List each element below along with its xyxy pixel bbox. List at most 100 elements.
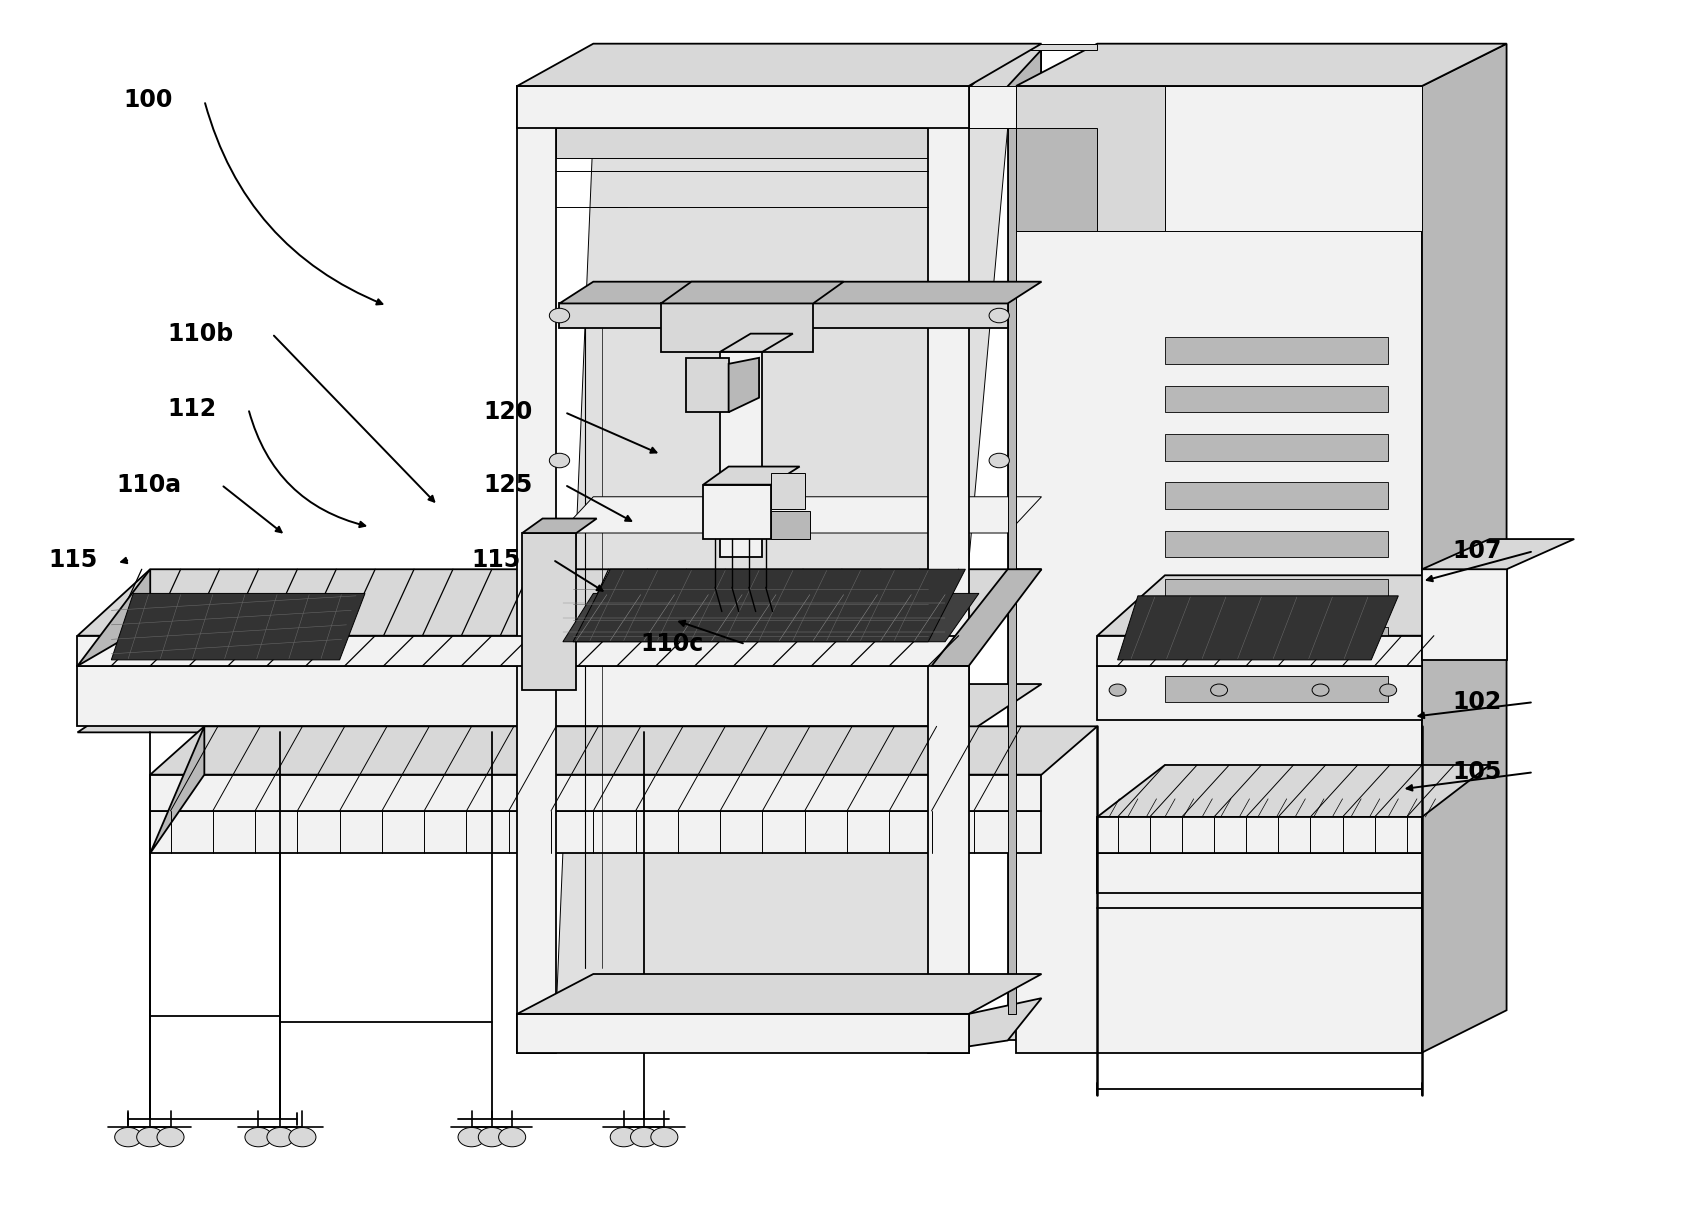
Circle shape	[610, 1127, 637, 1147]
Circle shape	[268, 1127, 295, 1147]
Text: 110c: 110c	[640, 632, 705, 656]
Polygon shape	[1118, 596, 1398, 660]
Polygon shape	[112, 593, 364, 660]
Polygon shape	[1016, 86, 1421, 231]
Polygon shape	[1421, 44, 1506, 1052]
Circle shape	[1110, 684, 1127, 696]
Circle shape	[115, 1127, 142, 1147]
Polygon shape	[771, 511, 810, 539]
Polygon shape	[1421, 539, 1574, 569]
Polygon shape	[517, 50, 627, 128]
Polygon shape	[1165, 676, 1387, 702]
Polygon shape	[556, 128, 928, 159]
Polygon shape	[703, 484, 771, 539]
Polygon shape	[151, 727, 205, 854]
Polygon shape	[593, 50, 627, 1040]
Polygon shape	[928, 998, 1042, 1052]
Polygon shape	[928, 50, 1042, 128]
Polygon shape	[151, 811, 1042, 854]
Polygon shape	[517, 998, 627, 1052]
Text: 125: 125	[483, 472, 532, 497]
Text: 110a: 110a	[117, 472, 181, 497]
Polygon shape	[517, 86, 969, 128]
Polygon shape	[771, 472, 805, 509]
Circle shape	[650, 1127, 678, 1147]
Circle shape	[989, 309, 1010, 323]
Polygon shape	[1098, 817, 1421, 854]
Polygon shape	[1098, 636, 1421, 666]
Circle shape	[549, 309, 569, 323]
Polygon shape	[1098, 575, 1489, 636]
Text: 107: 107	[1452, 539, 1503, 563]
Text: 105: 105	[1452, 761, 1503, 785]
Polygon shape	[661, 304, 813, 351]
Polygon shape	[1016, 86, 1421, 1052]
Polygon shape	[1165, 530, 1387, 557]
Polygon shape	[1165, 579, 1387, 606]
Text: 115: 115	[49, 547, 98, 572]
Circle shape	[290, 1127, 317, 1147]
Polygon shape	[1008, 50, 1042, 1040]
Polygon shape	[562, 593, 979, 642]
Text: 110b: 110b	[168, 322, 234, 345]
Polygon shape	[1165, 338, 1387, 363]
Circle shape	[630, 1127, 657, 1147]
Circle shape	[246, 1127, 273, 1147]
Circle shape	[549, 453, 569, 467]
Text: 112: 112	[168, 396, 217, 420]
Polygon shape	[556, 128, 1008, 1014]
Polygon shape	[78, 666, 969, 727]
Polygon shape	[1008, 128, 1016, 1014]
Polygon shape	[151, 727, 1098, 775]
Polygon shape	[720, 351, 762, 557]
Text: 115: 115	[471, 547, 520, 572]
Text: 102: 102	[1452, 690, 1501, 714]
Polygon shape	[1016, 86, 1165, 231]
Circle shape	[1211, 684, 1228, 696]
Polygon shape	[78, 569, 151, 666]
Polygon shape	[517, 44, 1042, 86]
Circle shape	[478, 1127, 505, 1147]
Polygon shape	[593, 44, 1098, 50]
Polygon shape	[517, 1014, 969, 1052]
Polygon shape	[517, 974, 1042, 1014]
Polygon shape	[559, 282, 1042, 304]
Polygon shape	[686, 357, 728, 412]
Polygon shape	[703, 466, 800, 484]
Polygon shape	[573, 569, 966, 642]
Circle shape	[989, 453, 1010, 467]
Polygon shape	[593, 50, 1042, 128]
Polygon shape	[559, 497, 1042, 533]
Polygon shape	[1042, 86, 1421, 128]
Polygon shape	[1098, 854, 1421, 893]
Polygon shape	[522, 518, 596, 533]
Polygon shape	[151, 775, 1042, 811]
Polygon shape	[1098, 765, 1489, 817]
Polygon shape	[728, 357, 759, 412]
Circle shape	[1379, 684, 1396, 696]
Polygon shape	[1165, 385, 1387, 412]
Circle shape	[137, 1127, 164, 1147]
Polygon shape	[78, 636, 969, 666]
Polygon shape	[1165, 627, 1387, 654]
Circle shape	[158, 1127, 185, 1147]
Polygon shape	[78, 569, 1042, 636]
Polygon shape	[559, 304, 1008, 328]
Text: 120: 120	[483, 400, 532, 424]
Polygon shape	[78, 684, 1042, 733]
Polygon shape	[1098, 666, 1421, 721]
Polygon shape	[928, 86, 969, 1052]
Polygon shape	[720, 334, 793, 351]
Circle shape	[1313, 684, 1330, 696]
Polygon shape	[1421, 569, 1506, 660]
Text: 100: 100	[124, 88, 173, 113]
Polygon shape	[661, 282, 844, 304]
Circle shape	[498, 1127, 525, 1147]
Polygon shape	[517, 86, 556, 1052]
Polygon shape	[1016, 128, 1098, 231]
Polygon shape	[1165, 434, 1387, 460]
Circle shape	[457, 1127, 484, 1147]
Polygon shape	[517, 86, 1016, 128]
Polygon shape	[1165, 482, 1387, 509]
Polygon shape	[522, 533, 576, 690]
